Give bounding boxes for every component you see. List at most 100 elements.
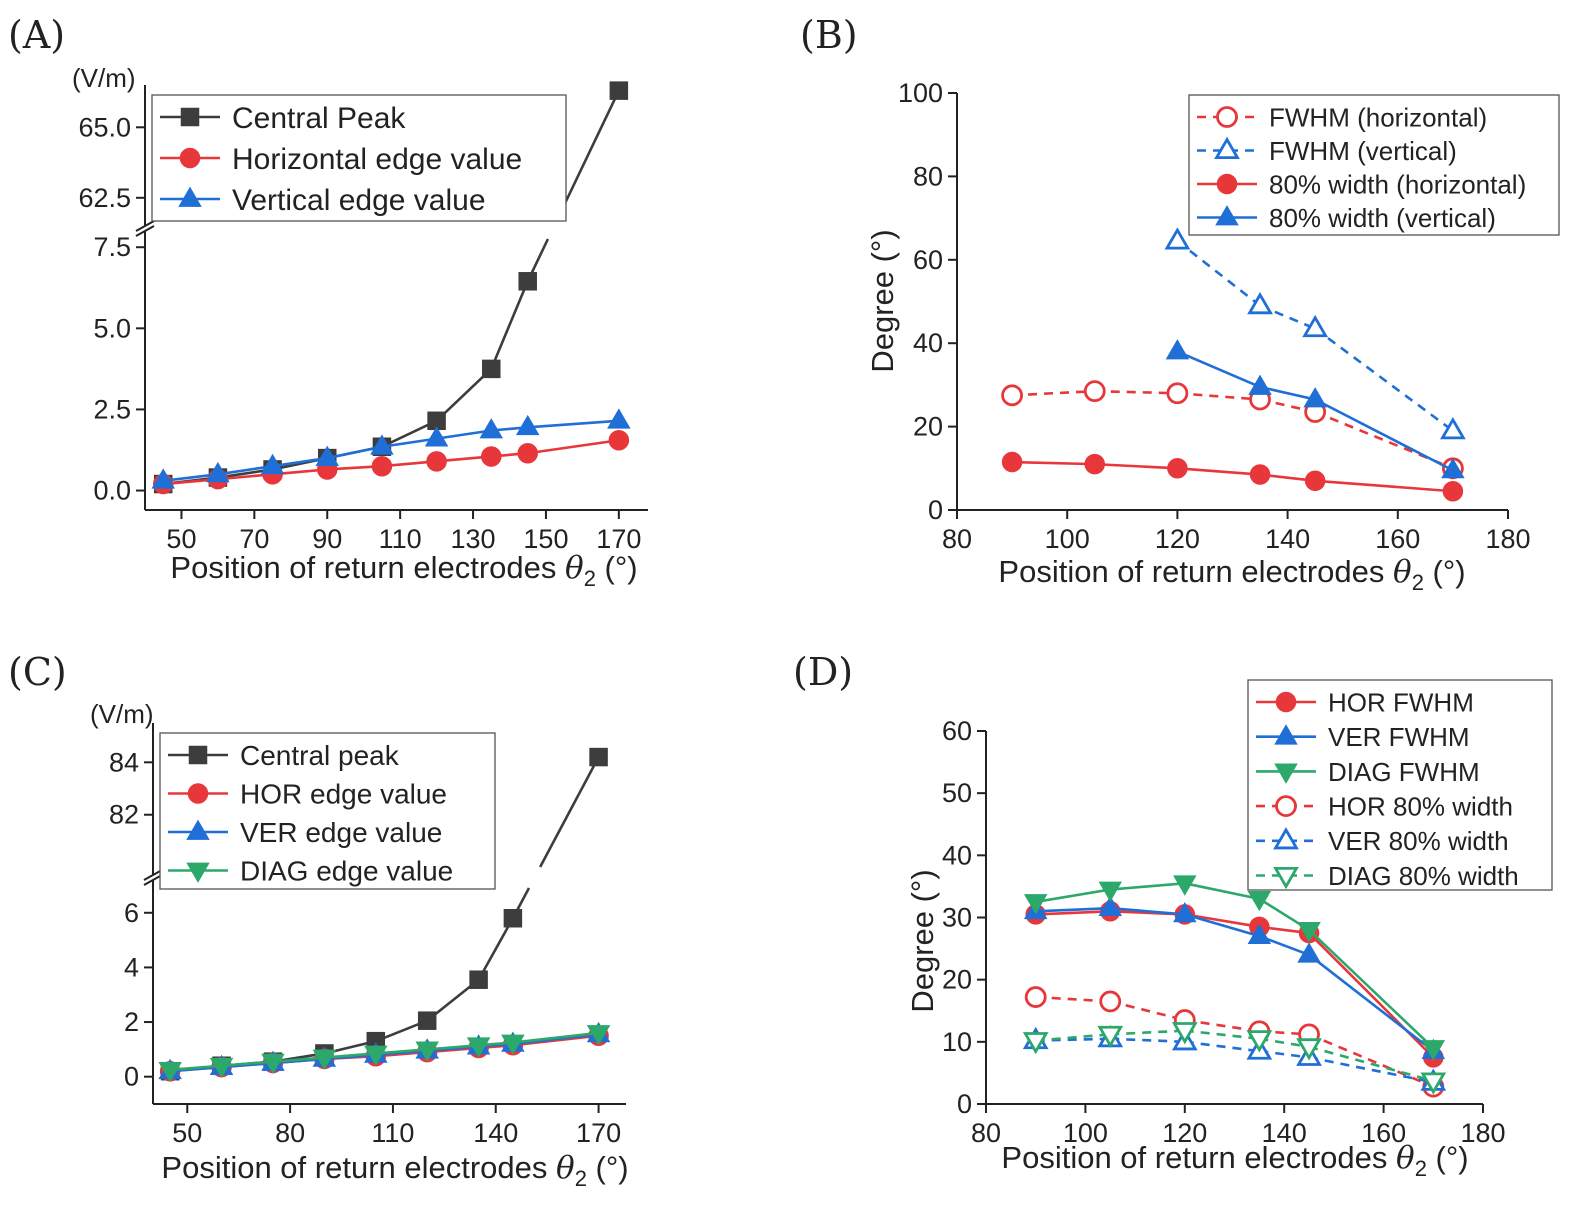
data-point [501, 1034, 525, 1055]
series-line-segment [512, 1034, 599, 1047]
y-tick-label: 0 [928, 495, 943, 525]
data-point [1098, 895, 1123, 917]
data-point [312, 1049, 337, 1070]
data-point [1023, 894, 1048, 915]
legend-label: FWHM (horizontal) [1269, 102, 1487, 132]
y-tick-label: 4 [124, 952, 139, 982]
legend-label: Central Peak [232, 102, 406, 135]
data-point [503, 908, 523, 928]
legend-marker [179, 147, 201, 169]
legend-label: HOR FWHM [1328, 687, 1474, 717]
series-line-segment [1035, 995, 1111, 1003]
series-diag-edge-value [158, 1025, 611, 1083]
series-line-segment [1035, 888, 1111, 904]
legend-marker [180, 107, 200, 127]
series-line-segment [1314, 398, 1454, 472]
data-point [1171, 1022, 1198, 1045]
data-point [517, 442, 538, 464]
x-axis-label-subscript: 2 [584, 566, 596, 591]
x-axis-label: Position of return electrodes θ2 (°) [998, 554, 1465, 595]
legend-label: DIAG 80% width [1328, 861, 1519, 891]
data-point [1297, 942, 1321, 963]
legend-marker [1214, 136, 1240, 160]
axis-break-mark [135, 220, 155, 232]
y-tick-label: 62.5 [78, 183, 131, 213]
data-point [466, 1037, 491, 1058]
series-line-segment [512, 1031, 599, 1044]
data-point [1097, 1025, 1124, 1049]
x-tick-label: 130 [451, 524, 496, 554]
x-axis-label-subscript: 2 [1412, 570, 1424, 595]
series-line-segment [1184, 913, 1260, 929]
series-80-width-vertical- [1165, 339, 1465, 479]
data-point [586, 1025, 611, 1046]
x-axis-label: Position of return electrodes θ2 (°) [170, 550, 637, 591]
data-point [1165, 339, 1190, 360]
data-point [1167, 458, 1188, 479]
series-line-segment [375, 1049, 428, 1057]
series-line-segment [1314, 410, 1454, 470]
legend-label: Vertical edge value [232, 184, 486, 217]
x-tick-label: 140 [473, 1118, 518, 1148]
series-line-segment [1259, 304, 1316, 330]
data-point [1247, 923, 1272, 945]
y-tick-label: 10 [942, 1027, 972, 1057]
data-point [1024, 986, 1047, 1008]
data-point [158, 1061, 182, 1083]
series-line-segment [324, 1052, 376, 1059]
data-point [1297, 922, 1321, 943]
data-point [1098, 881, 1123, 902]
series-line-segment [1308, 932, 1435, 1059]
data-point [315, 445, 339, 466]
x-tick-label: 80 [942, 524, 972, 554]
series-line-segment [272, 456, 328, 468]
legend-marker [1273, 866, 1299, 890]
y-tick-label: 40 [913, 328, 943, 358]
y-tick-label: 60 [942, 716, 972, 746]
data-point [1166, 382, 1189, 405]
y-tick-label: 30 [942, 903, 972, 933]
y-tick-label: 60 [913, 245, 943, 275]
x-tick-label: 80 [971, 1118, 1001, 1148]
series-line-segment [1259, 1037, 1310, 1049]
x-tick-label: 110 [379, 524, 422, 554]
y-tick-label: 7.5 [93, 232, 131, 262]
x-axis-label-text: Position of return electrodes [998, 554, 1393, 589]
x-tick-label: 50 [166, 524, 196, 554]
series-line-segment [1109, 1000, 1186, 1022]
series-line-segment [1176, 240, 1261, 307]
series-line-segment [1177, 467, 1261, 476]
legend-label: Horizontal edge value [232, 143, 522, 176]
series-line-segment [1184, 1018, 1260, 1033]
legend-marker [1275, 691, 1297, 713]
legend-label: DIAG FWHM [1328, 757, 1480, 787]
series-line-segment [221, 1061, 274, 1069]
data-point [1083, 380, 1106, 403]
series-line-segment [512, 1033, 599, 1046]
legend-marker [1274, 724, 1298, 745]
y-axis-label: Degree (°) [905, 869, 940, 1012]
legend: Central peak HOR edge value VER edge value… [159, 732, 496, 890]
series-line-segment [1308, 928, 1435, 1049]
series-line-segment [381, 437, 437, 449]
data-point [609, 81, 629, 100]
x-tick-label: 120 [1155, 524, 1200, 554]
data-point [260, 453, 285, 475]
series-line-segment [272, 1057, 325, 1065]
data-point [370, 434, 394, 455]
data-point [209, 1057, 234, 1079]
x-axis-label-text: Position of return electrodes [161, 1150, 556, 1185]
series-hor-fwhm [1025, 901, 1444, 1068]
x-axis-label-theta: θ [1393, 554, 1412, 590]
x-axis-label-unit: (°) [1427, 1140, 1469, 1175]
data-point [1420, 1072, 1447, 1095]
x-axis-label-theta: θ [1396, 1140, 1415, 1176]
data-point [1022, 1032, 1049, 1055]
data-point [1173, 875, 1197, 896]
data-point [424, 426, 449, 447]
data-point [151, 468, 175, 489]
series-line-segment [1035, 1033, 1111, 1042]
data-point [1164, 227, 1191, 250]
y-tick-label: 2 [124, 1007, 139, 1037]
legend-label: VER FWHM [1328, 722, 1470, 752]
